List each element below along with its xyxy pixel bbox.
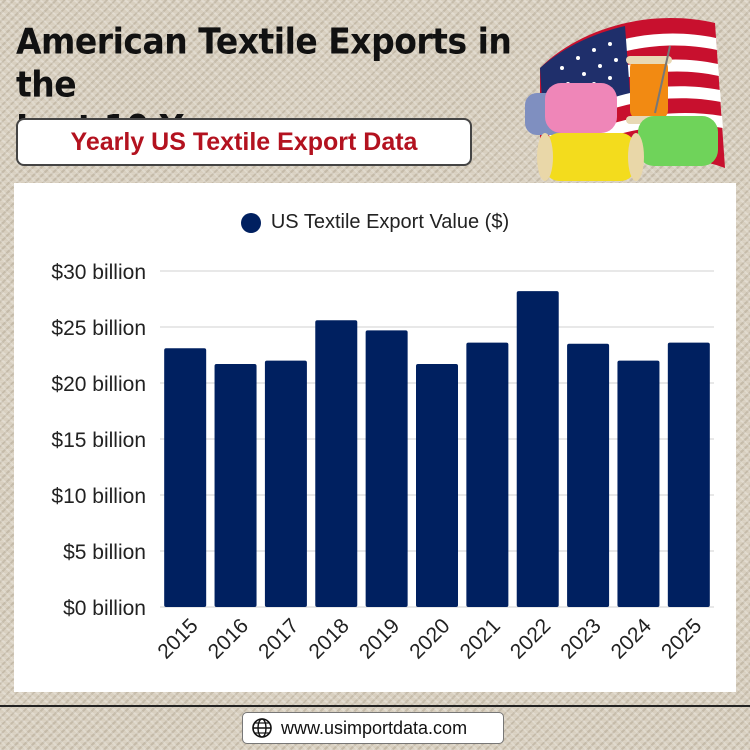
website-badge[interactable]: www.usimportdata.com [242, 712, 504, 744]
x-tick-label: 2022 [506, 614, 555, 663]
bar-2017 [264, 360, 307, 607]
subtitle-text: Yearly US Textile Export Data [70, 127, 418, 156]
y-tick-label: $5 billion [63, 541, 146, 564]
y-tick-label: $0 billion [63, 597, 146, 620]
x-tick-label: 2025 [657, 614, 706, 663]
legend-swatch [240, 212, 261, 233]
bar-2019 [365, 330, 408, 607]
globe-icon [252, 718, 272, 738]
bar-2018 [315, 320, 358, 607]
y-tick-label: $30 billion [51, 261, 146, 284]
x-tick-label: 2023 [556, 614, 605, 663]
x-tick-label: 2015 [153, 614, 202, 663]
legend: US Textile Export Value ($) [14, 211, 736, 234]
bar-2022 [516, 291, 559, 607]
legend-label: US Textile Export Value ($) [270, 211, 510, 233]
bar-2023 [567, 343, 610, 607]
x-tick-label: 2019 [355, 614, 404, 663]
x-tick-label: 2016 [204, 614, 253, 663]
title-line-1: American Textile Exports in the [16, 20, 512, 106]
website-url[interactable]: www.usimportdata.com [281, 717, 468, 738]
bar-chart: $0 billion $5 billion $10 billion $15 billi… [51, 261, 714, 664]
chart-panel: $0 billion $5 billion $10 billion $15 billi… [14, 183, 736, 692]
bar-2020 [416, 363, 458, 607]
bar-2025 [667, 342, 710, 607]
y-tick-label: $25 billion [51, 317, 146, 340]
y-tick-label: $10 billion [51, 485, 146, 508]
y-tick-label: $15 billion [51, 429, 146, 452]
x-tick-label: 2017 [254, 614, 303, 663]
x-tick-label: 2024 [607, 614, 657, 664]
footer-divider [0, 705, 750, 707]
flag-and-thread-spools-illustration [525, 18, 725, 181]
bar-2016 [214, 363, 257, 607]
bar-2024 [617, 360, 660, 607]
subtitle-banner: Yearly US Textile Export Data [16, 118, 472, 166]
bar-2015 [164, 348, 207, 607]
thread-spools-image [525, 45, 718, 181]
x-tick-label: 2018 [305, 614, 354, 663]
x-tick-label: 2021 [456, 614, 505, 663]
bar-2021 [466, 342, 509, 607]
x-tick-label: 2020 [405, 614, 454, 663]
y-tick-label: $20 billion [51, 373, 146, 396]
